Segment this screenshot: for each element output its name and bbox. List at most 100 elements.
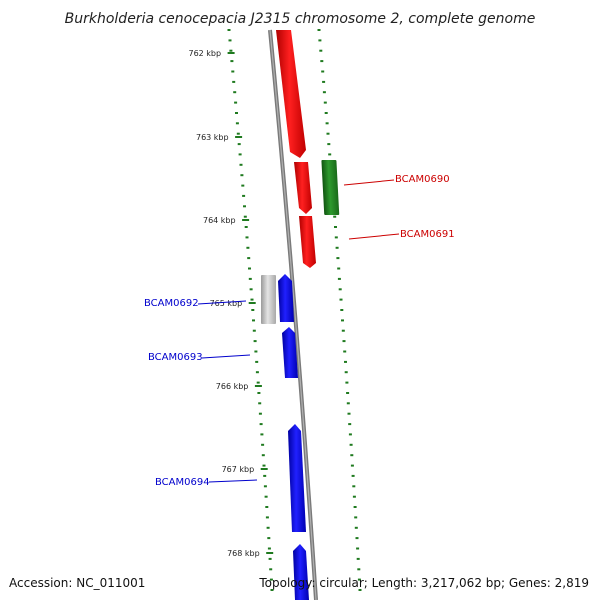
leader-bcam0692 <box>197 300 247 305</box>
left-tick <box>248 277 252 280</box>
right-tick <box>334 226 337 228</box>
left-tick <box>267 547 271 550</box>
left-tick <box>230 60 234 63</box>
right-tick <box>348 423 352 426</box>
right-tick <box>356 557 360 560</box>
right-tick <box>338 288 342 291</box>
kbp-label: 763 kbp <box>196 133 229 142</box>
left-tick <box>227 29 231 31</box>
right-tick <box>328 153 332 156</box>
left-tick <box>229 49 233 52</box>
right-tick <box>319 49 323 52</box>
right-tick <box>346 392 350 394</box>
major-tick <box>235 136 243 138</box>
right-tick <box>341 319 344 322</box>
major-tick <box>227 52 235 54</box>
left-tick <box>243 215 247 218</box>
right-tick <box>343 350 347 353</box>
left-tick <box>235 122 239 125</box>
major-tick <box>248 302 256 304</box>
right-tick <box>317 29 321 31</box>
gene-green[interactable] <box>321 160 340 215</box>
left-tick <box>261 454 265 457</box>
gene-grey[interactable] <box>261 275 276 324</box>
right-tick <box>357 578 361 581</box>
left-tick <box>259 423 263 426</box>
left-tick <box>242 194 246 197</box>
gene-label-bcam0691[interactable]: BCAM0691 <box>400 229 455 240</box>
left-tick <box>228 39 232 42</box>
left-tick <box>246 246 250 249</box>
right-tick <box>320 60 324 63</box>
right-tick <box>350 454 354 457</box>
right-tick <box>325 122 329 125</box>
left-tick <box>256 381 260 384</box>
left-tick <box>265 516 269 519</box>
right-tick <box>341 329 345 332</box>
major-tick <box>242 219 250 221</box>
gene-arrow-blue-2[interactable] <box>282 327 298 378</box>
right-tick <box>323 101 327 104</box>
left-tick <box>263 474 267 477</box>
left-tick <box>258 402 262 405</box>
gene-label-bcam0694[interactable]: BCAM0694 <box>155 477 210 488</box>
right-tick <box>346 402 350 405</box>
kbp-label: 768 kbp <box>227 549 260 558</box>
left-tick <box>252 329 256 332</box>
right-tick <box>327 143 331 146</box>
right-tick <box>356 547 360 550</box>
right-tick <box>349 443 353 446</box>
kbp-scale: 762 kbp 763 kbp 764 kbp 765 kbp 766 kbp 767 k… <box>188 49 274 558</box>
right-tick <box>337 267 341 270</box>
topology-text: Topology: circular; Length: 3,217,062 bp… <box>259 576 589 590</box>
left-tick <box>270 589 274 591</box>
gene-label-bcam0690[interactable]: BCAM0690 <box>395 174 450 185</box>
right-tick <box>345 381 349 384</box>
left-tick <box>250 298 254 301</box>
left-tick <box>254 350 258 353</box>
left-tick <box>247 257 251 260</box>
leader-bcam0691 <box>348 233 400 240</box>
left-tick <box>232 80 236 83</box>
left-tick <box>236 132 240 135</box>
left-tick <box>255 371 259 374</box>
left-tick <box>264 495 268 498</box>
left-tick <box>265 506 269 508</box>
left-tick <box>267 537 271 540</box>
right-tick <box>357 568 361 571</box>
right-tick <box>350 464 354 467</box>
gene-arrow-blue-1[interactable] <box>278 274 294 322</box>
gene-arrow-red-3[interactable] <box>299 216 316 268</box>
right-tick <box>321 70 325 73</box>
left-tick <box>252 319 255 322</box>
gene-arrow-blue-4[interactable] <box>293 544 309 600</box>
gene-label-bcam0693[interactable]: BCAM0693 <box>148 352 203 363</box>
right-tick <box>322 80 326 83</box>
right-tick <box>344 371 348 374</box>
gene-arrow-red-1[interactable] <box>276 30 306 158</box>
kbp-label: 766 kbp <box>216 382 249 391</box>
right-tick-track <box>317 29 362 591</box>
left-tick <box>266 526 270 529</box>
gene-label-bcam0692[interactable]: BCAM0692 <box>144 298 199 309</box>
left-tick <box>268 557 272 560</box>
right-tick <box>335 246 339 249</box>
kbp-label: 765 kbp <box>210 299 243 308</box>
left-tick <box>243 205 246 208</box>
left-tick <box>235 112 238 114</box>
left-tick <box>234 101 238 104</box>
left-tick <box>231 70 235 73</box>
right-tick <box>339 298 343 301</box>
left-tick <box>262 464 266 467</box>
left-tick <box>260 433 264 436</box>
right-tick <box>336 257 340 260</box>
kbp-label: 764 kbp <box>203 216 236 225</box>
right-tick <box>351 474 355 477</box>
gene-arrow-red-2[interactable] <box>294 162 312 214</box>
major-tick <box>260 468 268 470</box>
left-tick <box>238 153 242 156</box>
gene-arrow-blue-3[interactable] <box>288 424 306 532</box>
right-tick <box>340 309 344 311</box>
accession-text: Accession: NC_011001 <box>9 576 146 590</box>
